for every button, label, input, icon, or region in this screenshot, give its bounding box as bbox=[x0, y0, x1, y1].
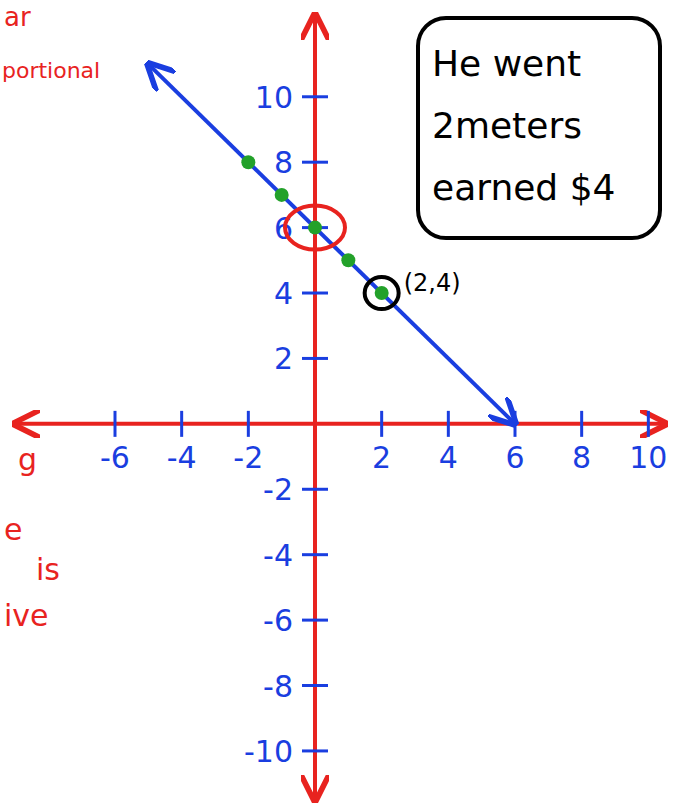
data-point bbox=[275, 188, 289, 202]
x-tick bbox=[380, 411, 383, 437]
data-point bbox=[341, 253, 355, 267]
side-note: e bbox=[4, 512, 22, 547]
y-tick-label: -6 bbox=[263, 603, 293, 638]
x-tick-label: 8 bbox=[572, 440, 591, 475]
y-tick bbox=[302, 749, 328, 752]
side-note: portional bbox=[2, 58, 100, 83]
y-tick bbox=[302, 684, 328, 687]
point-label: (2,4) bbox=[404, 269, 461, 297]
data-point bbox=[308, 221, 322, 235]
y-tick-label: -10 bbox=[244, 734, 293, 769]
x-tick bbox=[647, 411, 650, 437]
y-tick bbox=[302, 161, 328, 164]
chart: -6-4-2246810108642-2-4-6-8-10(2,4)He wen… bbox=[0, 0, 688, 809]
callout-text: earned $4 bbox=[432, 167, 615, 208]
x-tick bbox=[180, 411, 183, 437]
highlight-circle bbox=[365, 277, 399, 309]
y-tick-label: 8 bbox=[274, 145, 293, 180]
y-tick-label: 10 bbox=[255, 80, 293, 115]
x-tick-label: 10 bbox=[629, 440, 667, 475]
y-tick-label: 2 bbox=[274, 341, 293, 376]
y-tick bbox=[302, 357, 328, 360]
data-point bbox=[241, 155, 255, 169]
x-tick bbox=[247, 411, 250, 437]
y-tick-label: 4 bbox=[274, 276, 293, 311]
y-tick bbox=[302, 619, 328, 622]
y-tick-label: -2 bbox=[263, 472, 293, 507]
side-note: is bbox=[36, 552, 60, 587]
y-tick-label: -4 bbox=[263, 538, 293, 573]
x-tick-label: 6 bbox=[505, 440, 524, 475]
x-tick bbox=[447, 411, 450, 437]
data-point bbox=[375, 286, 389, 300]
callout-text: 2meters bbox=[432, 105, 582, 146]
side-note: ive bbox=[4, 598, 49, 633]
side-note: ar bbox=[4, 2, 31, 32]
y-tick-label: -8 bbox=[263, 669, 293, 704]
callout-box bbox=[418, 18, 660, 238]
y-tick bbox=[302, 553, 328, 556]
x-tick-label: 2 bbox=[372, 440, 391, 475]
y-tick bbox=[302, 292, 328, 295]
x-axis bbox=[15, 422, 665, 426]
highlight-circle bbox=[285, 206, 345, 250]
side-note: g bbox=[18, 442, 37, 477]
x-tick bbox=[114, 411, 117, 437]
x-tick-label: -4 bbox=[167, 440, 197, 475]
x-tick-label: 4 bbox=[439, 440, 458, 475]
y-tick bbox=[302, 488, 328, 491]
x-tick bbox=[580, 411, 583, 437]
y-axis bbox=[313, 15, 317, 800]
label-bg bbox=[402, 268, 463, 298]
x-tick-label: -2 bbox=[233, 440, 263, 475]
x-tick-label: -6 bbox=[100, 440, 130, 475]
y-tick bbox=[302, 95, 328, 98]
callout-text: He went bbox=[432, 43, 581, 84]
